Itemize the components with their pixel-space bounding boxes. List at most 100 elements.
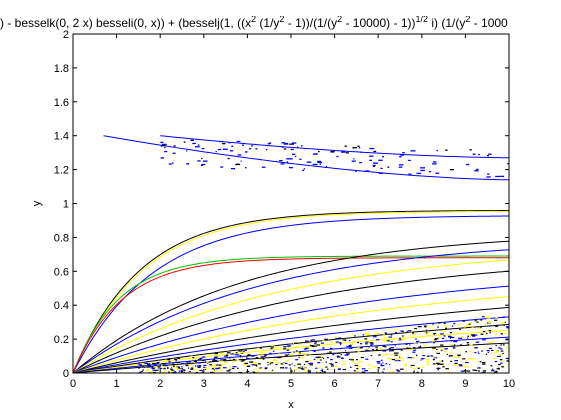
contour-dot [335,337,340,340]
contour-dot [333,352,336,354]
contour-dot [502,352,504,355]
contour-dot [440,349,443,352]
contour-dot [501,322,506,324]
contour-dot [234,354,239,356]
contour-dot [355,371,359,373]
contour-dot [308,360,312,362]
contour-dot [148,363,151,365]
contour-dot [449,337,451,339]
contour-dot [408,159,411,162]
contour-dot [502,316,506,318]
contour-dot [174,358,178,360]
contour-dot [252,371,256,373]
contour-dot [482,370,487,372]
contour-dot [315,356,319,358]
contour-dot [487,173,490,175]
contour-dot [330,359,333,361]
series-line [73,336,509,373]
contour-dot [288,158,293,160]
contour-dot [212,364,217,367]
contour-dot [373,150,377,153]
contour-dot [329,351,332,353]
contour-dot [476,168,479,171]
contour-dot [394,360,398,362]
contour-dot [385,353,389,355]
contour-dot [312,163,318,166]
contour-dot [285,360,289,362]
contour-dot [224,361,228,364]
contour-dot [469,344,473,346]
x-tick-label: 3 [201,378,207,390]
contour-dot [253,364,258,366]
contour-dot [139,364,142,366]
contour-dot [156,363,159,365]
contour-dot [485,353,488,355]
contour-dot [243,361,246,363]
contour-dot [376,361,381,363]
contour-dot [142,365,144,367]
contour-dot [168,360,171,363]
contour-dot [448,355,453,357]
contour-dot [373,338,375,340]
title-part: ) - besselk(0, 2 x) besseli(0, x)) + (be… [0,16,252,30]
contour-dot [269,362,274,364]
contour-dot [378,159,383,161]
contour-dot [411,332,414,334]
contour-dot [407,357,412,359]
contour-dot [310,362,313,364]
contour-dot [367,343,370,345]
contour-dot [394,345,396,347]
contour-dot [165,359,167,361]
contour-dot [478,331,482,333]
contour-dot [415,338,417,340]
contour-dot [197,144,200,146]
contour-dot [458,355,460,357]
contour-dot [172,152,176,154]
contour-dot [153,364,158,366]
contour-dot [478,352,480,355]
contour-dot [319,355,322,357]
contour-dot [440,333,444,335]
contour-dot [192,142,196,145]
contour-dot [260,356,264,358]
contour-dot [201,371,204,373]
contour-dot [475,317,478,319]
contour-dot [432,359,435,361]
contour-dot [408,331,413,333]
contour-dot [496,355,501,357]
contour-dot [280,356,282,358]
contour-dot [394,352,397,354]
contour-dot [243,364,248,366]
contour-dot [226,352,231,354]
contour-dot [264,367,268,369]
contour-dot [229,356,232,358]
contour-dot [432,161,437,163]
contour-dot [173,145,176,147]
contour-dot [480,333,484,335]
contour-dot [353,370,356,372]
contour-dot [399,356,401,358]
contour-dot [238,350,240,352]
contour-dot [265,149,268,151]
contour-dot [388,347,391,350]
contour-dot [477,327,481,329]
contour-dot [428,171,432,173]
series-line [73,215,509,373]
contour-dot [389,364,390,366]
contour-dot [258,363,261,365]
contour-dot [450,351,453,353]
contour-dot [217,148,222,151]
contour-dot [353,335,356,337]
contour-dot [502,360,505,362]
contour-dot [260,368,263,370]
contour-dot [194,358,197,360]
contour-dot [280,367,284,369]
contour-dot [156,363,160,365]
contour-dot [235,352,238,354]
contour-dot [154,370,156,372]
contour-dot [353,158,355,160]
contour-dot [247,370,249,372]
title-part: - 1))/(1/(y [284,16,338,30]
contour-dot [496,368,500,370]
contour-dot [468,323,471,325]
